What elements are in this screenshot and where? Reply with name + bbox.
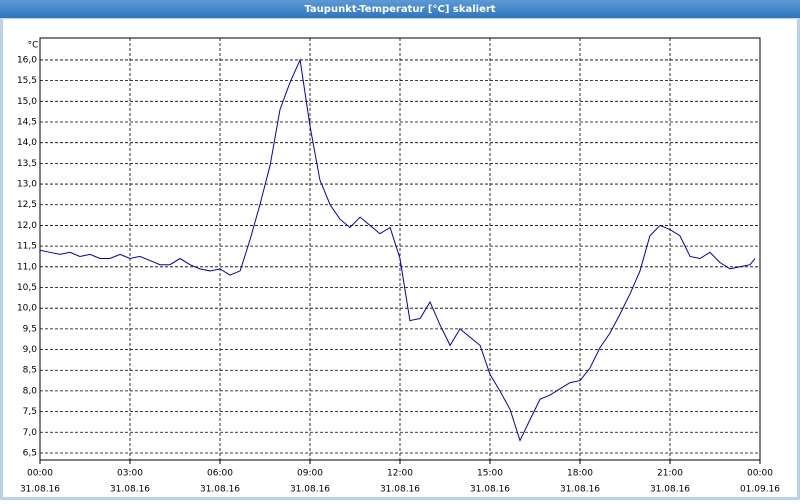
- x-tick-date: 31.08.16: [560, 485, 600, 495]
- x-tick-date: 31.08.16: [650, 485, 690, 495]
- y-tick-label: 16,0: [17, 55, 37, 65]
- y-tick-label: 11,0: [17, 262, 37, 272]
- y-unit: °C: [28, 41, 39, 51]
- x-tick-label: 18:00: [567, 469, 593, 479]
- x-tick-label: 12:00: [387, 469, 413, 479]
- x-tick-label: 03:00: [117, 469, 143, 479]
- x-tick-label: 21:00: [657, 469, 683, 479]
- y-tick-label: 10,5: [17, 283, 37, 293]
- x-tick-date: 31.08.16: [380, 485, 420, 495]
- y-tick-label: 12,0: [17, 221, 37, 231]
- x-tick-label: 06:00: [207, 469, 233, 479]
- x-tick-date: 01.09.16: [740, 485, 780, 495]
- y-tick-label: 13,0: [17, 180, 37, 190]
- y-tick-label: 11,5: [17, 242, 37, 252]
- x-tick-label: 09:00: [297, 469, 323, 479]
- y-tick-label: 10,0: [17, 304, 37, 314]
- chart-title: Taupunkt-Temperatur [°C] skaliert: [304, 4, 495, 15]
- y-tick-label: 6,5: [23, 448, 37, 458]
- x-tick-date: 31.08.16: [110, 485, 150, 495]
- y-tick-label: 14,0: [17, 138, 37, 148]
- title-bar: [0, 0, 800, 18]
- x-tick-date: 31.08.16: [200, 485, 240, 495]
- x-tick-date: 31.08.16: [470, 485, 510, 495]
- y-tick-label: 13,5: [17, 159, 37, 169]
- x-tick-label: 00:00: [747, 469, 773, 479]
- y-tick-label: 7,5: [23, 407, 37, 417]
- y-tick-label: 7,0: [23, 428, 38, 438]
- x-tick-label: 00:00: [27, 469, 53, 479]
- y-tick-label: 8,5: [23, 366, 37, 376]
- y-tick-label: 15,5: [17, 76, 37, 86]
- data-line: [39, 58, 756, 442]
- x-tick-date: 31.08.16: [20, 485, 60, 495]
- y-tick-label: 9,5: [23, 324, 37, 334]
- x-tick-date: 31.08.16: [290, 485, 330, 495]
- y-tick-label: 12,5: [17, 200, 37, 210]
- y-tick-label: 9,0: [23, 345, 38, 355]
- y-tick-label: 15,0: [17, 97, 37, 107]
- y-tick-label: 8,0: [23, 386, 38, 396]
- x-tick-label: 15:00: [477, 469, 503, 479]
- y-tick-label: 14,5: [17, 117, 37, 127]
